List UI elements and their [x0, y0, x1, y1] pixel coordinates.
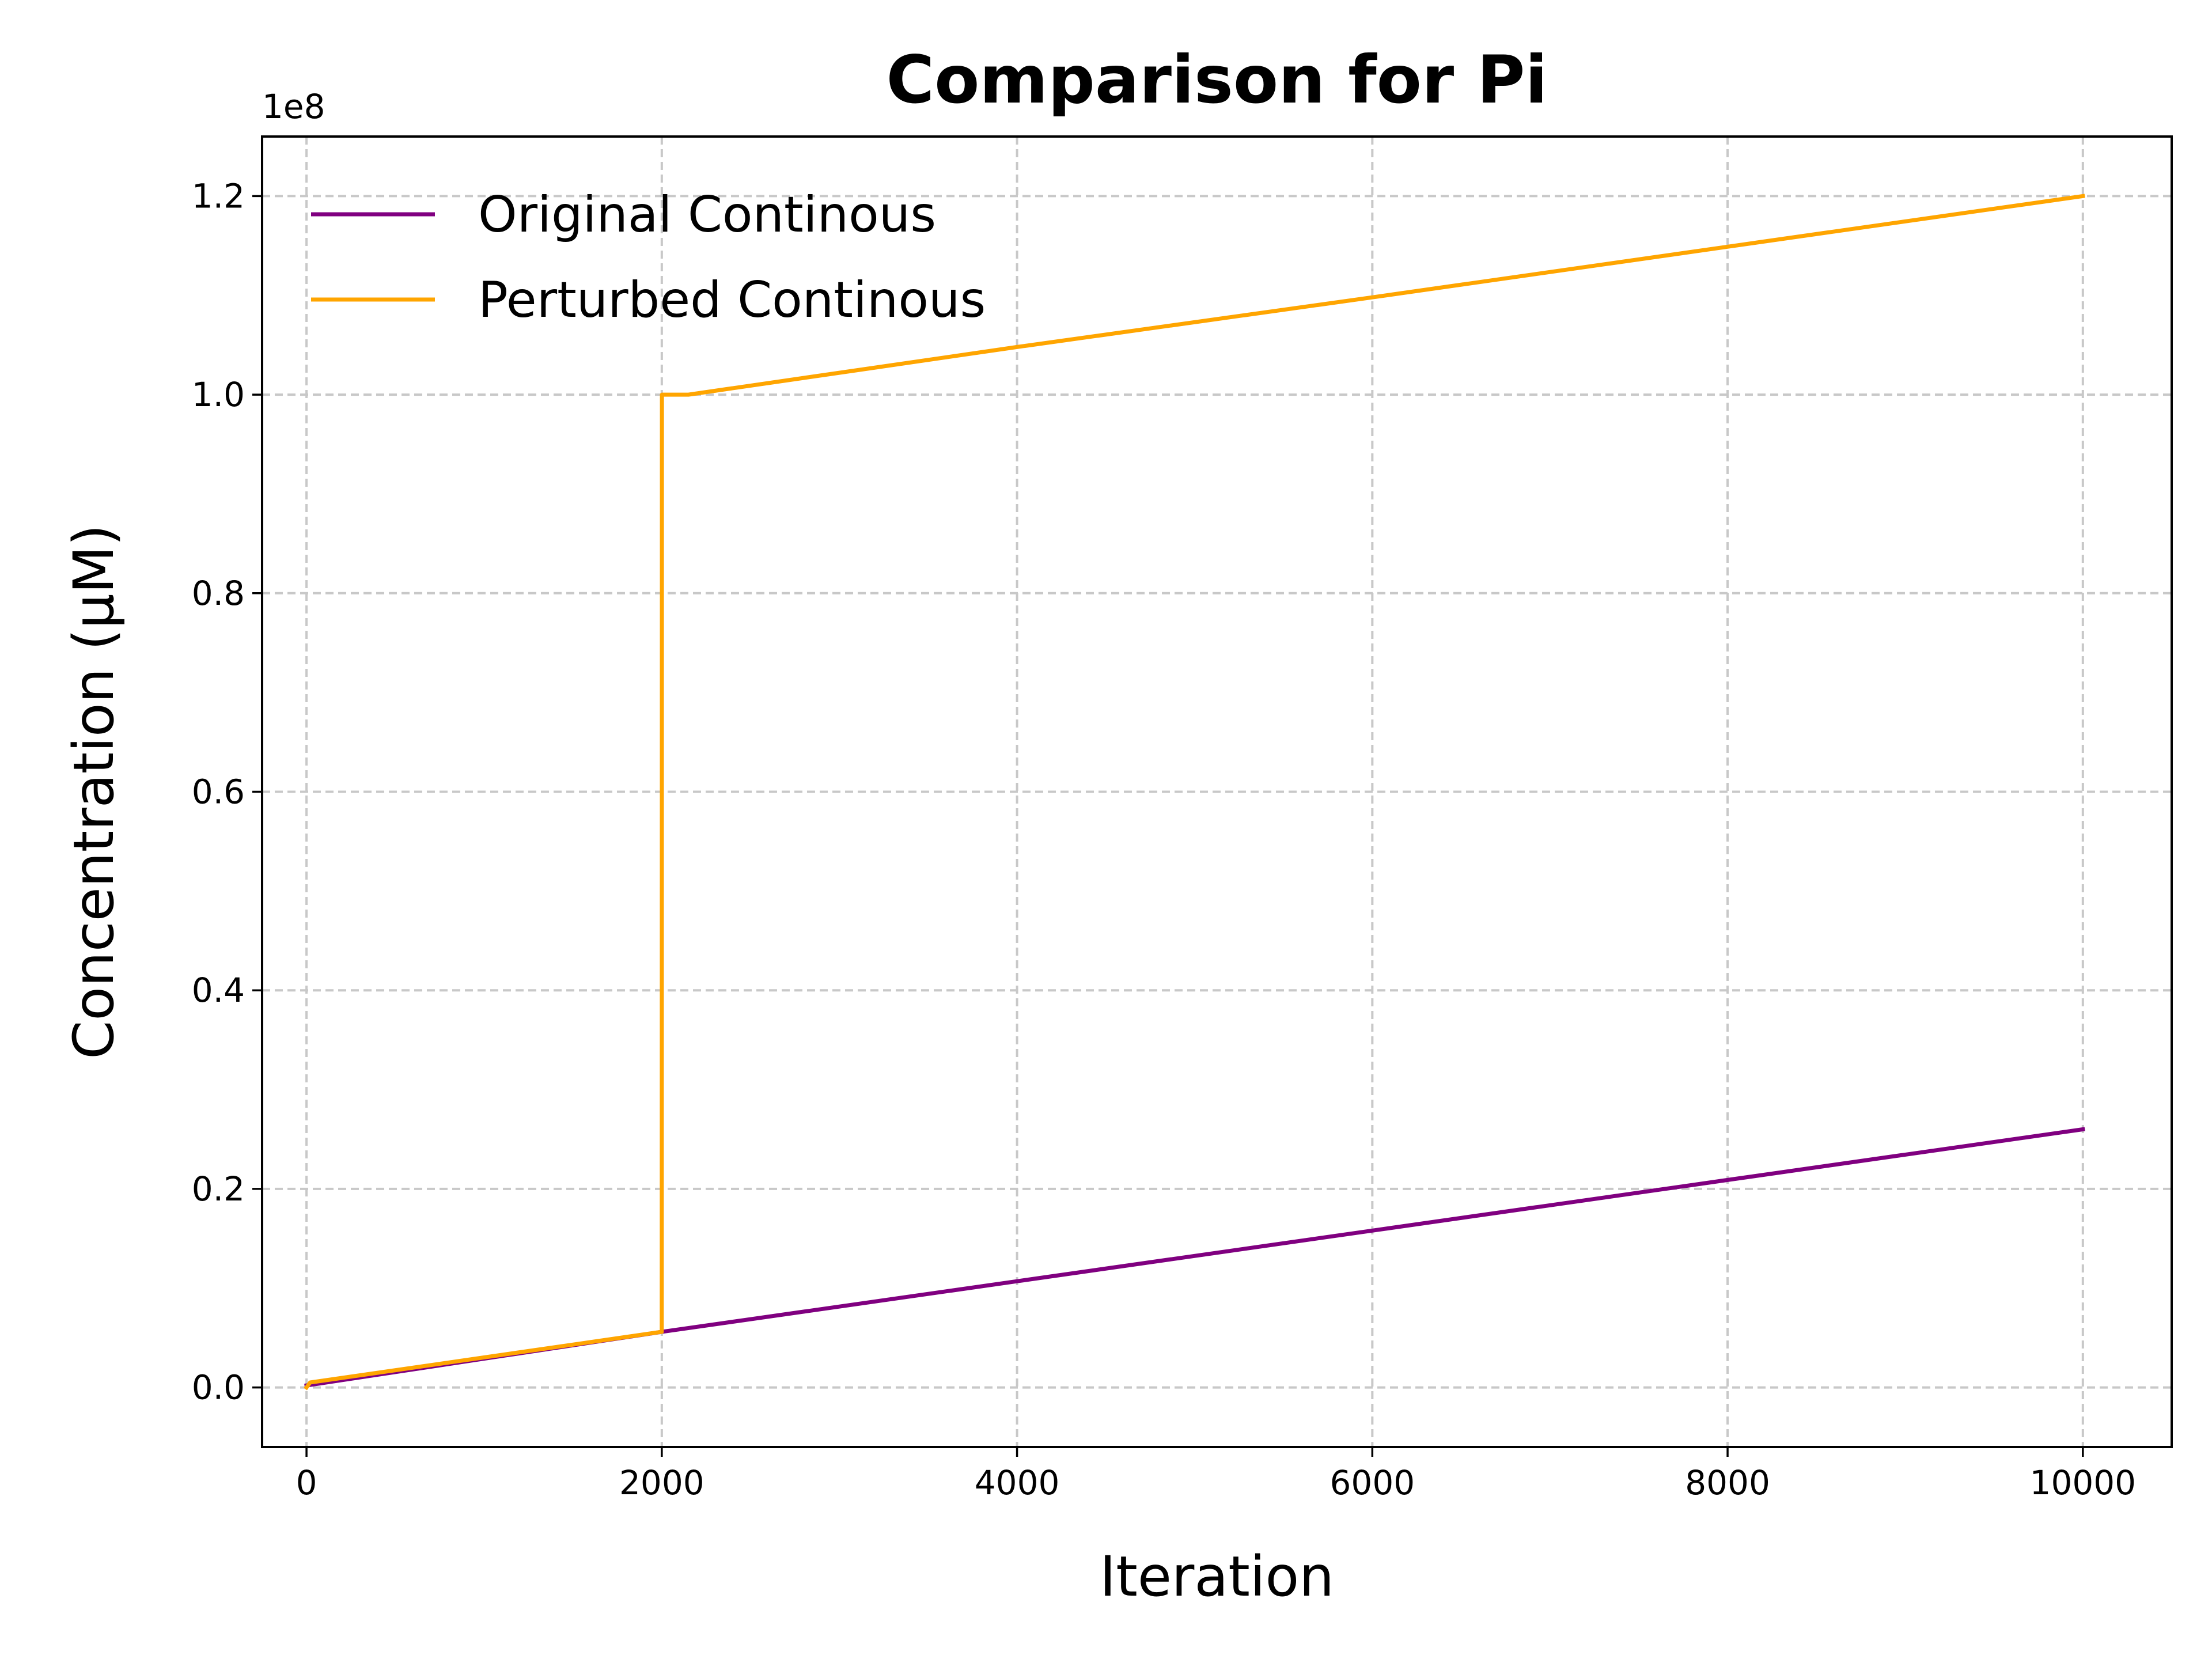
- legend-label: Original Continous: [478, 186, 936, 244]
- y-tick-label: 0.2: [192, 1169, 245, 1209]
- y-tick-label: 0.4: [192, 971, 245, 1010]
- y-tick-label: 0.6: [192, 772, 245, 812]
- x-axis-title: Iteration: [1100, 1544, 1334, 1609]
- y-axis-offset-label: 1e8: [262, 87, 325, 126]
- x-tick-label: 6000: [1330, 1463, 1415, 1502]
- x-tick-label: 0: [296, 1463, 317, 1502]
- y-tick-label: 1.2: [192, 176, 245, 215]
- legend-label: Perturbed Continous: [478, 271, 986, 329]
- legend: Original Continous Perturbed Continous: [311, 186, 986, 329]
- x-tick-label: 2000: [619, 1463, 704, 1502]
- series-layer: [304, 194, 2085, 1391]
- series-line-perturbed-continous: [304, 194, 2085, 1391]
- x-axis-ticks: 0 2000 4000 6000 8000 10000: [296, 1447, 2136, 1502]
- y-axis-title: Concentration (μM): [62, 524, 126, 1059]
- y-tick-label: 0.0: [192, 1368, 245, 1407]
- y-tick-label: 1.0: [192, 375, 245, 414]
- y-tick-label: 0.8: [192, 574, 245, 613]
- x-tick-label: 8000: [1685, 1463, 1770, 1502]
- x-tick-label: 4000: [975, 1463, 1060, 1502]
- chart-title: Comparison for Pi: [886, 41, 1547, 118]
- y-axis-ticks: 0.0 0.2 0.4 0.6 0.8 1.0 1.2: [192, 176, 262, 1407]
- x-tick-label: 10000: [2030, 1463, 2137, 1502]
